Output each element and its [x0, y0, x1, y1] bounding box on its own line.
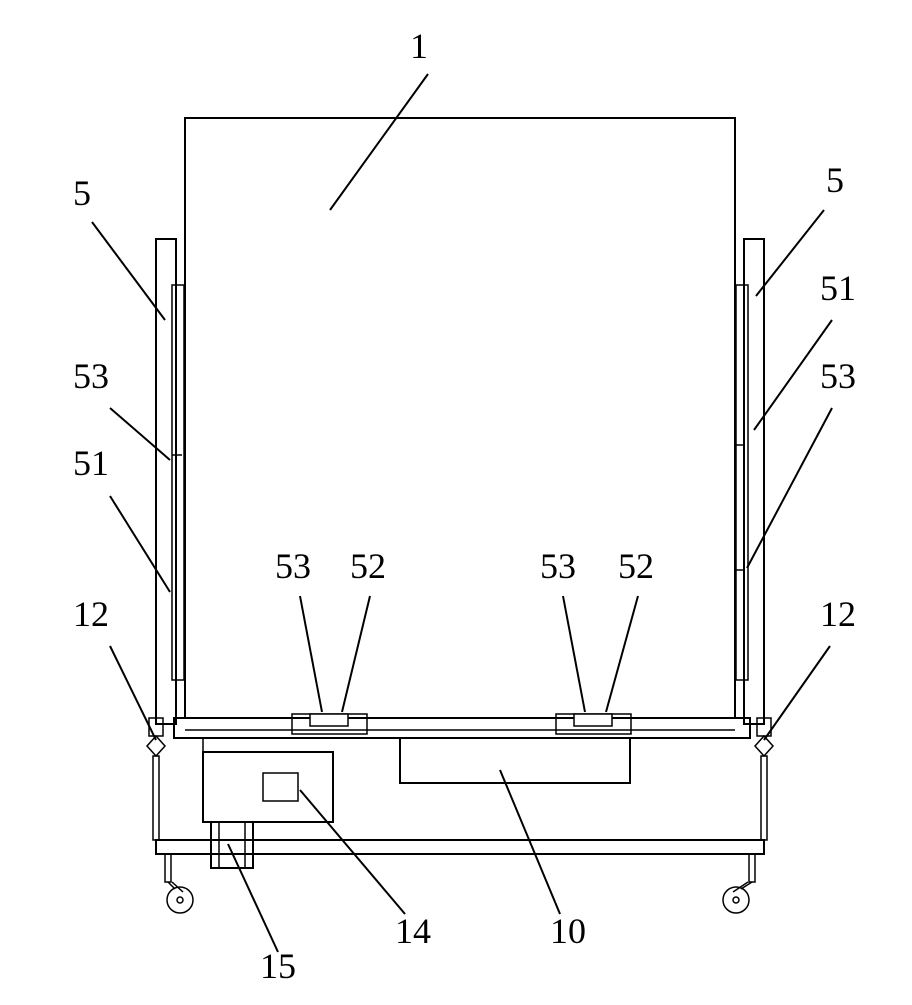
diagram-canvas: 15551535351121253525352141015 [0, 0, 912, 1000]
ref-label-53: 53 [275, 546, 311, 586]
ref-label-52: 52 [350, 546, 386, 586]
ref-label-10: 10 [550, 911, 586, 951]
ref-label-53: 53 [820, 356, 856, 396]
ref-label-5: 5 [826, 160, 844, 200]
ref-label-53: 53 [540, 546, 576, 586]
ref-label-14: 14 [395, 911, 431, 951]
ref-label-5: 5 [73, 173, 91, 213]
ref-label-1: 1 [410, 26, 428, 66]
ref-label-52: 52 [618, 546, 654, 586]
ref-label-12: 12 [820, 594, 856, 634]
ref-label-53: 53 [73, 356, 109, 396]
ref-label-15: 15 [260, 946, 296, 986]
ref-label-51: 51 [820, 268, 856, 308]
ref-label-51: 51 [73, 443, 109, 483]
ref-label-12: 12 [73, 594, 109, 634]
